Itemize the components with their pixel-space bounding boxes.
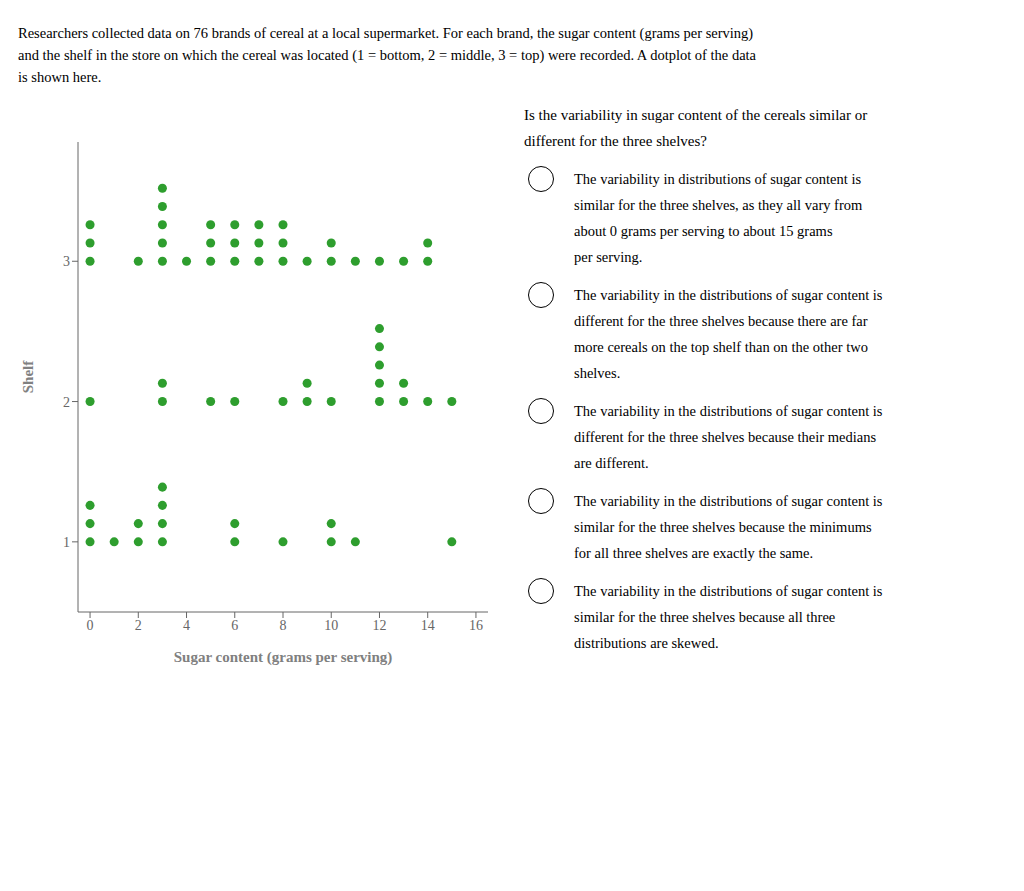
svg-text:2: 2 bbox=[135, 618, 142, 633]
html-text:The variability in the distrib: The variability in the distributions of … bbox=[574, 403, 883, 419]
html-text:for all three shelves are exac: for all three shelves are exactly the sa… bbox=[574, 545, 814, 561]
svg-text:Sugar content (grams per servi: Sugar content (grams per serving) bbox=[174, 649, 393, 666]
html-text:shelves.: shelves. bbox=[574, 365, 621, 381]
svg-text:14: 14 bbox=[421, 618, 435, 633]
html-text:are different.: are different. bbox=[574, 455, 649, 471]
html-text:different for the three shelve: different for the three shelves because … bbox=[574, 313, 868, 329]
html-text:distributions are skewed.: distributions are skewed. bbox=[574, 635, 719, 651]
html-text:more cereals on the top shelf: more cereals on the top shelf than on th… bbox=[574, 339, 868, 355]
svg-text:10: 10 bbox=[324, 618, 338, 633]
html-text:is shown here.: is shown here. bbox=[18, 69, 102, 85]
svg-text:8: 8 bbox=[280, 618, 287, 633]
html-text:similar for the three shelves: similar for the three shelves because th… bbox=[574, 519, 872, 535]
html-text:similar for the three shelves,: similar for the three shelves, as they a… bbox=[574, 197, 863, 213]
svg-text:0: 0 bbox=[87, 618, 94, 633]
html-text:different for the three shelve: different for the three shelves? bbox=[524, 133, 707, 149]
svg-text:4: 4 bbox=[183, 618, 190, 633]
svg-text:2: 2 bbox=[63, 395, 70, 410]
html-text:Researchers collected data on: Researchers collected data on 76 brands … bbox=[18, 25, 754, 41]
svg-text:12: 12 bbox=[372, 618, 386, 633]
html-text:per serving.: per serving. bbox=[574, 249, 643, 265]
html-text:and the shelf in the store on: and the shelf in the store on which the … bbox=[18, 47, 756, 63]
html-text:similar for the three shelves: similar for the three shelves because al… bbox=[574, 609, 836, 625]
html-text:The variability in the distrib: The variability in the distributions of … bbox=[574, 583, 883, 599]
svg-text:3: 3 bbox=[63, 254, 70, 269]
svg-text:16: 16 bbox=[469, 618, 483, 633]
html-text:Is the variability in sugar co: Is the variability in sugar content of t… bbox=[524, 107, 868, 123]
html-text:The variability in distributio: The variability in distributions of suga… bbox=[574, 171, 862, 187]
svg-text:Shelf: Shelf bbox=[20, 360, 36, 394]
svg-text:6: 6 bbox=[231, 618, 238, 633]
html-text:about 0 grams per serving to a: about 0 grams per serving to about 15 gr… bbox=[574, 223, 833, 239]
svg-text:1: 1 bbox=[63, 535, 70, 550]
html-text:different for the three shelve: different for the three shelves because … bbox=[574, 429, 877, 445]
html-text:The variability in the distrib: The variability in the distributions of … bbox=[574, 287, 883, 303]
html-text:The variability in the distrib: The variability in the distributions of … bbox=[574, 493, 883, 509]
